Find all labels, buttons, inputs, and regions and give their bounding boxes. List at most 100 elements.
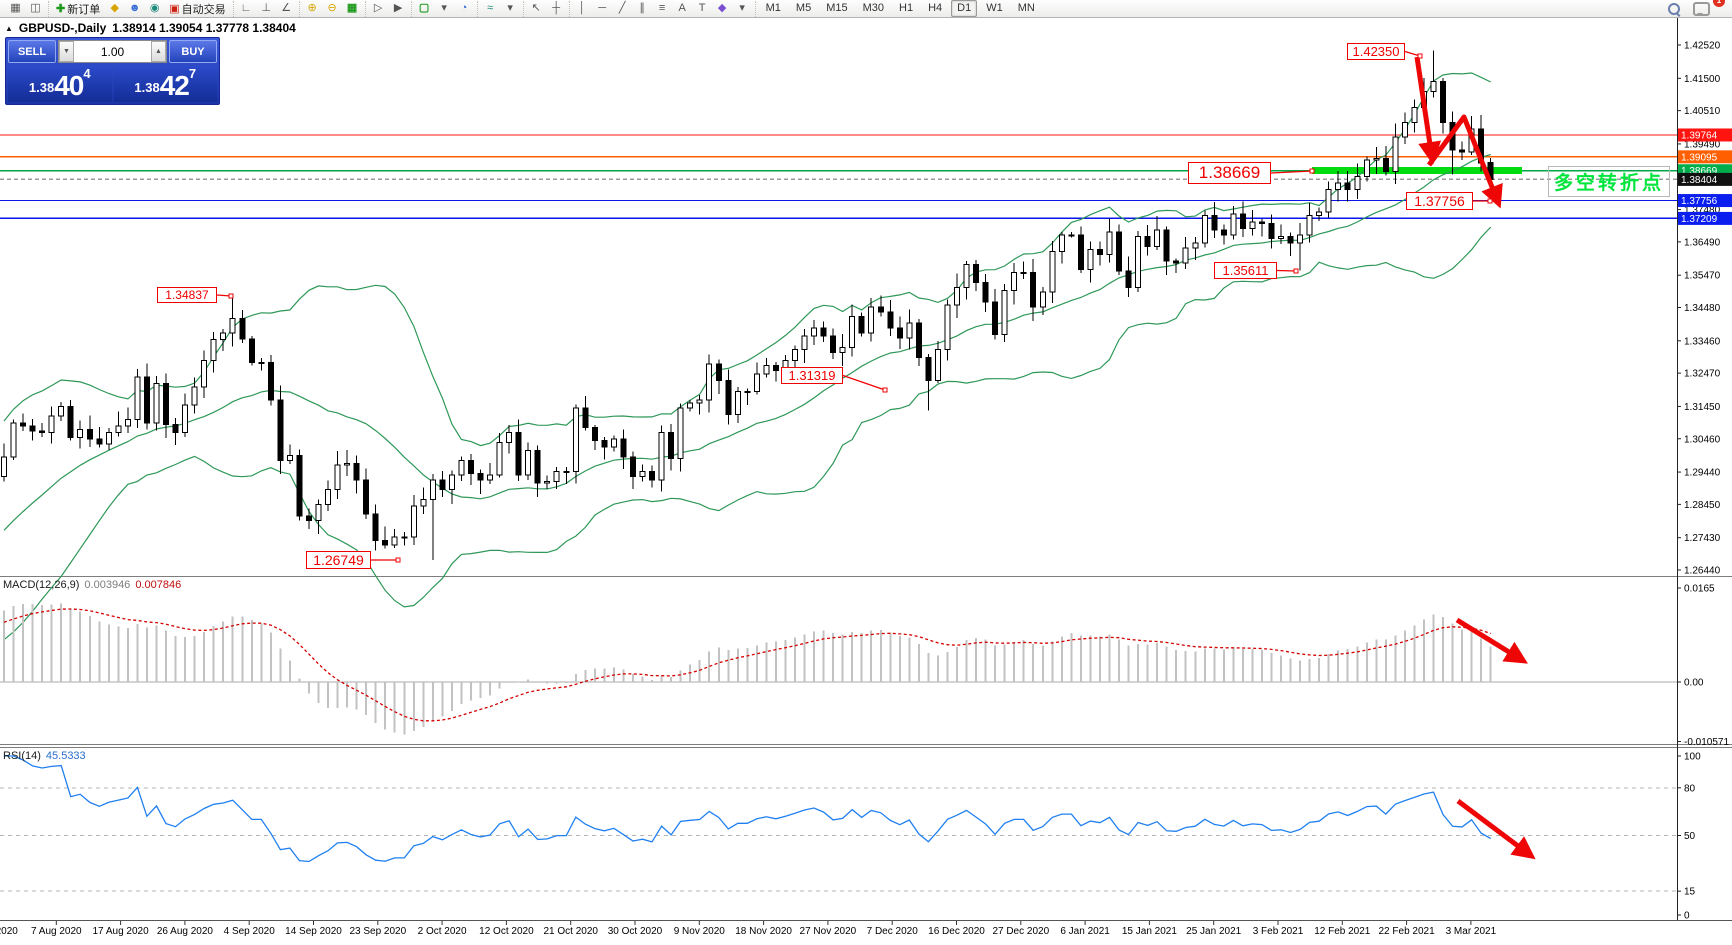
profile-icon[interactable]: ☻ <box>128 2 141 14</box>
svg-text:0: 0 <box>1684 911 1690 922</box>
chart-shift-icon[interactable]: ∟ <box>240 2 252 14</box>
toolbar-group-scroll: ∟ ⊥ ∠ <box>232 0 299 17</box>
macd-histogram <box>0 603 1677 735</box>
svg-text:1.32470: 1.32470 <box>1684 369 1721 380</box>
auto-scroll-icon[interactable]: ⊥ <box>261 2 271 14</box>
rsi-label: RSI(14) 45.5333 <box>3 750 86 762</box>
sell-button[interactable]: SELL <box>8 40 56 63</box>
timeframe-h4[interactable]: H4 <box>928 2 943 14</box>
styler-icon[interactable]: ◆ <box>110 2 119 14</box>
price-callout: 1.35611 <box>1214 262 1277 279</box>
sell-price[interactable]: 1.38 40 4 <box>8 65 112 102</box>
svg-text:1.27430: 1.27430 <box>1684 533 1721 544</box>
volume-up-icon[interactable]: ▲ <box>151 41 166 62</box>
support-band <box>1312 167 1522 175</box>
scale-fix-icon[interactable]: ∠ <box>281 2 292 14</box>
signals-icon[interactable]: ◉ <box>149 2 160 14</box>
volume-stepper[interactable]: ▼ 1.00 ▲ <box>58 40 167 63</box>
macd-name: MACD(12,26,9) <box>3 579 80 591</box>
toolbar-group-templates: ▢ ▾ ◔ <box>410 0 477 17</box>
svg-text:1.38404: 1.38404 <box>1681 175 1718 186</box>
template-dropdown-icon[interactable]: ▾ <box>441 2 447 14</box>
zoom-in-icon[interactable]: ⊕ <box>307 2 317 14</box>
toolbar-group-indicators: ≈ ▾ <box>476 0 523 17</box>
sell-price-sup: 4 <box>83 66 91 81</box>
indicators-dropdown-icon[interactable]: ▾ <box>507 2 513 14</box>
new-order-icon: ✚ <box>56 3 66 15</box>
crosshair-icon[interactable]: ┼ <box>552 2 561 14</box>
buy-button[interactable]: BUY <box>169 40 217 63</box>
svg-text:23 Sep 2020: 23 Sep 2020 <box>349 926 406 937</box>
volume-down-icon[interactable]: ▼ <box>59 41 74 62</box>
new-order-button[interactable]: ✚ 新订单 <box>53 1 103 17</box>
svg-text:1.37480: 1.37480 <box>1684 205 1721 216</box>
chart-ohlc-values: 1.38914 1.39054 1.37778 1.38404 <box>112 21 296 35</box>
text-icon[interactable]: A <box>678 2 686 14</box>
search-icon[interactable] <box>1665 1 1682 16</box>
buy-price[interactable]: 1.38 42 7 <box>113 65 217 102</box>
svg-text:27 Dec 2020: 27 Dec 2020 <box>992 926 1049 937</box>
buy-price-sup: 7 <box>188 66 197 81</box>
svg-text:27 Nov 2020: 27 Nov 2020 <box>800 926 857 937</box>
timeframe-w1[interactable]: W1 <box>986 2 1003 14</box>
clock-icon[interactable]: ◔ <box>460 2 468 14</box>
market-watch-icon[interactable]: ◫ <box>30 2 41 14</box>
svg-text:12 Feb 2021: 12 Feb 2021 <box>1314 926 1371 937</box>
buy-price-big: 42 <box>159 70 190 101</box>
auto-trading-button[interactable]: ▣ 自动交易 <box>166 1 228 17</box>
svg-text:3 Feb 2021: 3 Feb 2021 <box>1253 926 1304 937</box>
new-template-icon[interactable]: ▢ <box>418 2 430 14</box>
sell-price-prefix: 1.38 <box>28 80 55 95</box>
timeframe-m1[interactable]: M1 <box>765 2 781 14</box>
chart-title: ▲ GBPUSD-,Daily 1.38914 1.39054 1.37778 … <box>5 21 296 35</box>
rsi-levels <box>0 787 1677 892</box>
price-callout: 1.31319 <box>781 367 843 384</box>
svg-text:1.42520: 1.42520 <box>1684 41 1721 52</box>
chart-window-icon[interactable]: ▦ <box>10 2 21 14</box>
timeframe-h1[interactable]: H1 <box>899 2 914 14</box>
timeframe-m30[interactable]: M30 <box>862 2 884 14</box>
svg-text:25 Jan 2021: 25 Jan 2021 <box>1186 926 1241 937</box>
fibonacci-icon[interactable]: ≡ <box>658 2 666 14</box>
svg-text:6 Jan 2021: 6 Jan 2021 <box>1060 926 1110 937</box>
price-callout: 1.42350 <box>1347 43 1405 60</box>
svg-text:1.30460: 1.30460 <box>1684 434 1721 445</box>
cursor-icon[interactable]: ↖ <box>531 2 541 14</box>
svg-text:26 Aug 2020: 26 Aug 2020 <box>157 926 214 937</box>
sell-price-big: 40 <box>54 70 84 101</box>
turning-point-note: 多空转折点 <box>1548 166 1671 197</box>
channel-icon[interactable]: ∥ <box>639 2 645 14</box>
tile-windows-icon[interactable]: ▦ <box>346 2 358 14</box>
zoom-out-icon[interactable]: ⊖ <box>327 2 337 14</box>
rsi-name: RSI(14) <box>3 750 41 762</box>
toolbar-group-charts: ▦ ◫ <box>3 1 48 17</box>
panel-frames <box>0 18 1732 921</box>
volume-value[interactable]: 1.00 <box>100 44 125 59</box>
toolbar-group-pointer: ↖ ┼ <box>522 0 569 17</box>
timeframe-m15[interactable]: M15 <box>826 2 848 14</box>
timeframe-mn[interactable]: MN <box>1017 2 1035 14</box>
chat-icon[interactable]: 1 <box>1692 0 1725 16</box>
svg-text:1.38669: 1.38669 <box>1681 166 1718 177</box>
timeframe-m5[interactable]: M5 <box>795 2 812 14</box>
vertical-line-icon[interactable]: │ <box>578 2 586 14</box>
text-label-icon[interactable]: T <box>698 2 706 14</box>
step-add-icon[interactable]: ▶ <box>393 2 403 14</box>
shapes-icon[interactable]: ◆ <box>717 2 727 14</box>
svg-text:7 Aug 2020: 7 Aug 2020 <box>31 926 82 937</box>
horizontal-line-icon[interactable]: ─ <box>598 2 607 14</box>
auto-trading-label: 自动交易 <box>181 3 226 16</box>
svg-text:80: 80 <box>1684 783 1696 794</box>
callout-connectors <box>216 50 1493 563</box>
step-forward-icon[interactable]: ▷ <box>373 2 383 14</box>
timeframe-d1[interactable]: D1 <box>951 0 978 17</box>
trendline-icon[interactable]: ╱ <box>618 2 626 14</box>
svg-text:1.31450: 1.31450 <box>1684 402 1721 413</box>
indicators-icon[interactable]: ≈ <box>487 2 494 14</box>
time-axis: 29 Jul 2020 7 Aug 2020 17 Aug 2020 26 Aug 2… <box>0 921 1497 937</box>
chart-symbol-period: GBPUSD-,Daily <box>18 21 107 35</box>
shapes-dropdown-icon[interactable]: ▾ <box>739 2 745 14</box>
chart-collapse-icon[interactable]: ▲ <box>5 23 13 33</box>
